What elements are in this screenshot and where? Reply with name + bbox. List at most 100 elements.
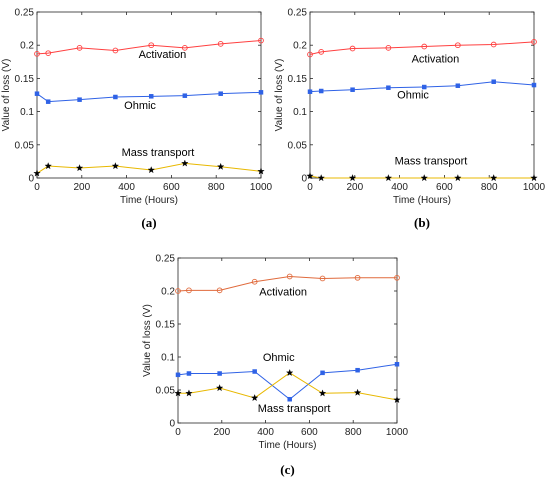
data-point (251, 394, 259, 402)
x-axis-label: Time (Hours) (393, 195, 451, 206)
x-tick-label: 0 (307, 182, 313, 193)
y-tick-label: 0.05 (288, 140, 308, 151)
data-point (34, 50, 40, 57)
panel-c: 0 200 400 600 800 1000 0 0.05 0.1 0.15 0.2 0.25 Time… (142, 254, 409, 478)
data-point (76, 45, 83, 51)
series-line-mass-transport (309, 175, 534, 179)
data-point (148, 42, 155, 49)
y-axis-label: Value of loss (V) (274, 59, 285, 132)
data-point (490, 41, 497, 48)
series-line-ohmic (309, 81, 535, 93)
y-tick-label: 0.2 (161, 287, 175, 298)
data-point (75, 164, 84, 172)
data-point (181, 45, 188, 51)
data-point (393, 396, 401, 404)
series-line-mass-transport (178, 372, 398, 401)
data-point (354, 274, 361, 281)
annotation-ohmic: Ohmic (397, 89, 429, 101)
x-tick-label: 800 (208, 182, 225, 193)
series-line-activation (36, 40, 262, 55)
panel-caption: (c) (280, 462, 294, 477)
x-tick-label: 1000 (523, 182, 546, 193)
x-tick-label: 800 (345, 427, 362, 438)
y-tick-label: 0.1 (20, 107, 34, 118)
data-point (421, 84, 427, 90)
data-point (182, 93, 188, 98)
data-point (455, 83, 461, 88)
plot-frame (309, 11, 535, 179)
y-tick-label: 0.2 (293, 41, 307, 52)
data-point (318, 389, 327, 397)
data-point (349, 45, 356, 52)
data-point (394, 274, 400, 281)
y-tick-label: 0.1 (293, 107, 307, 118)
panel-b: 0 200 400 600 800 1000 0 0.05 0.1 0.15 0.2 0.25 Time… (274, 8, 546, 231)
data-point (45, 99, 51, 104)
x-tick-label: 200 (213, 427, 230, 438)
data-point (186, 287, 192, 294)
data-point (33, 169, 41, 177)
data-point (113, 94, 118, 100)
annotation-mass-transport: Mass transport (122, 147, 195, 159)
data-point (251, 278, 258, 285)
x-tick-label: 200 (346, 182, 363, 193)
x-tick-label: 400 (257, 427, 274, 438)
data-point (217, 371, 222, 376)
data-point (217, 162, 225, 170)
data-point (217, 41, 224, 47)
x-tick-label: 1000 (386, 427, 409, 438)
data-point (454, 42, 461, 49)
data-point (45, 50, 52, 57)
data-point (385, 45, 392, 51)
data-point (386, 85, 391, 90)
y-tick-label: 0 (301, 174, 307, 185)
data-point (215, 384, 224, 392)
x-tick-label: 600 (436, 182, 453, 193)
x-tick-label: 800 (481, 182, 498, 193)
x-axis-label: Time (Hours) (120, 195, 178, 206)
y-tick-label: 0.1 (161, 353, 175, 364)
y-tick-label: 0.05 (15, 140, 35, 151)
y-tick-label: 0.25 (156, 254, 176, 265)
annotation-ohmic: Ohmic (263, 352, 295, 364)
x-tick-label: 1000 (250, 182, 273, 193)
y-tick-label: 0.05 (156, 386, 176, 397)
data-point (185, 389, 193, 397)
data-point (530, 174, 538, 182)
data-point (384, 174, 393, 182)
data-point (531, 39, 537, 45)
data-point (77, 97, 82, 102)
x-axis-label: Time (Hours) (259, 440, 317, 451)
data-point (353, 388, 362, 396)
data-point (350, 87, 355, 92)
annotation-mass-transport: Mass transport (258, 403, 331, 415)
annotation-mass-transport: Mass transport (395, 156, 468, 168)
data-point (317, 174, 325, 182)
data-point (287, 396, 292, 402)
series-line-activation (309, 41, 535, 55)
x-tick-label: 600 (301, 427, 318, 438)
y-tick-label: 0.15 (15, 74, 35, 85)
x-tick-label: 600 (163, 182, 180, 193)
panel-a: 0 200 400 600 800 1000 0 0.05 0.1 0.15 0.2 0.25 Time… (1, 8, 273, 231)
plot-frame (177, 257, 398, 424)
data-point (318, 88, 324, 94)
data-point (307, 51, 313, 58)
data-point (186, 371, 192, 376)
series-line-ohmic (36, 91, 262, 103)
y-tick-label: 0.15 (156, 320, 176, 331)
annotation-ohmic: Ohmic (124, 100, 156, 112)
data-point (44, 162, 52, 170)
panel-caption: (b) (414, 215, 430, 230)
data-point (218, 91, 223, 96)
annotation-activation: Activation (139, 49, 187, 61)
y-tick-label: 0 (169, 419, 175, 430)
y-axis-label: Value of loss (V) (1, 59, 12, 132)
y-tick-label: 0.25 (15, 8, 35, 19)
data-point (491, 79, 496, 84)
x-tick-label: 200 (73, 182, 90, 193)
y-tick-label: 0.25 (288, 8, 308, 19)
data-point (420, 174, 428, 182)
annotation-activation: Activation (412, 53, 460, 65)
data-point (320, 370, 325, 376)
